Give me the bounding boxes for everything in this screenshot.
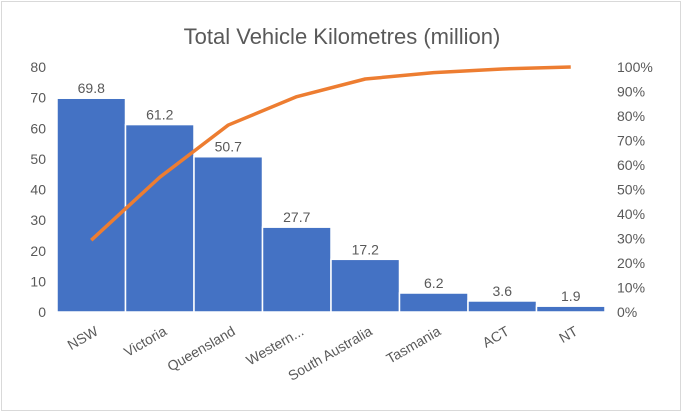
bar-act xyxy=(467,300,538,313)
y-tick-label: 0 xyxy=(38,304,46,320)
y-tick-label: 80 xyxy=(30,59,46,75)
y-tick-label: 10 xyxy=(30,273,46,289)
bar-queensland xyxy=(193,155,264,313)
y-tick-label: 70 xyxy=(30,90,46,106)
chart-title: Total Vehicle Kilometres (million) xyxy=(184,24,501,49)
y2-tick-label: 50% xyxy=(617,182,645,198)
y-tick-label: 60 xyxy=(30,120,46,136)
y2-tick-label: 10% xyxy=(617,280,645,296)
data-label: 6.2 xyxy=(424,275,444,291)
data-label: 17.2 xyxy=(352,241,379,257)
y-tick-label: 40 xyxy=(30,182,46,198)
data-label: 69.8 xyxy=(78,80,105,96)
bar-victoria xyxy=(124,123,195,313)
y-tick-label: 50 xyxy=(30,151,46,167)
x-tick-label: ACT xyxy=(480,323,513,351)
y-tick-label: 30 xyxy=(30,212,46,228)
x-tick-label: NSW xyxy=(64,322,101,353)
y2-tick-label: 60% xyxy=(617,157,645,173)
x-tick-label: Western... xyxy=(243,323,306,369)
cumulative-percentage-line xyxy=(90,65,571,242)
y2-tick-label: 100% xyxy=(617,59,653,75)
data-label: 50.7 xyxy=(215,139,242,155)
y-tick-label: 20 xyxy=(30,243,46,259)
y2-tick-label: 70% xyxy=(617,133,645,149)
bar-tasmania xyxy=(398,292,469,313)
y2-tick-label: 40% xyxy=(617,206,645,222)
bar-western- xyxy=(261,226,332,313)
y2-tick-label: 0% xyxy=(617,304,637,320)
bar-nsw xyxy=(56,97,127,313)
data-label: 27.7 xyxy=(283,209,310,225)
bar-south-australia xyxy=(330,258,401,313)
x-tick-label: NT xyxy=(556,323,581,346)
x-tick-label: Queensland xyxy=(164,323,237,375)
x-tick-label: Tasmania xyxy=(383,323,443,367)
data-label: 1.9 xyxy=(561,288,581,304)
data-label: 3.6 xyxy=(493,283,513,299)
y2-tick-label: 80% xyxy=(617,108,645,124)
data-label: 61.2 xyxy=(146,107,173,123)
y2-tick-label: 90% xyxy=(617,84,645,100)
y2-tick-label: 20% xyxy=(617,255,645,271)
y2-tick-label: 30% xyxy=(617,231,645,247)
bar-nt xyxy=(535,305,606,313)
x-tick-label: Victoria xyxy=(121,323,169,360)
